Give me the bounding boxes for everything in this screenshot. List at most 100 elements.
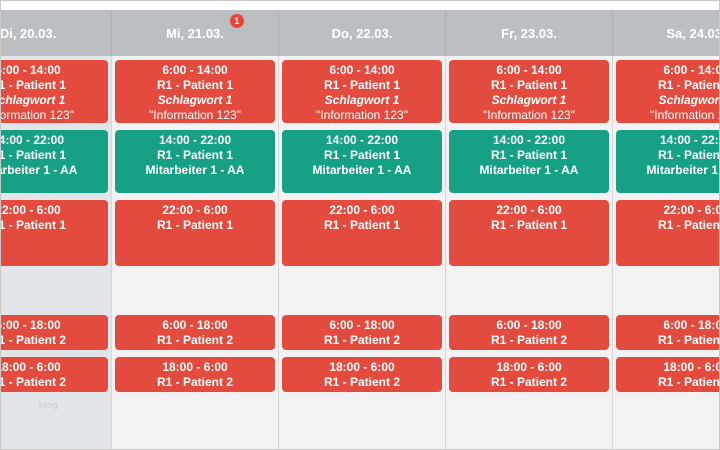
watermark-text: blog — [39, 400, 59, 410]
shift-keyword: Schlagwort 1 — [1, 93, 66, 107]
shift-info: "Information 123" — [316, 108, 408, 122]
notification-badge[interactable]: 1 — [229, 13, 244, 28]
shift-time: 6:00 - 14:00 — [162, 63, 228, 77]
shift-time: 14:00 - 22:00 — [325, 133, 399, 147]
shift-time: 18:00 - 6:00 — [0, 360, 61, 374]
shift-patient: R1 - Patient 1 — [156, 148, 234, 162]
shift-time: 6:00 - 18:00 — [496, 318, 562, 332]
day-header-label: Sa, 24.03. — [666, 25, 720, 41]
shift-time: 18:00 - 6:00 — [496, 360, 562, 374]
shift-patient: R1 - Patient 1 — [1, 78, 67, 92]
shift-patient: R1 - Patient 1 — [1, 148, 67, 162]
shift-time: 14:00 - 22:00 — [659, 133, 719, 147]
day-header-4[interactable]: Fr, 23.03. — [446, 10, 613, 56]
shift-time: 6:00 - 14:00 — [496, 63, 562, 77]
day-header-label: Do, 22.03. — [331, 25, 393, 41]
shift-patient: R1 - Patient 1 — [657, 218, 720, 232]
shift-patient: R1 - Patient 1 — [490, 148, 568, 162]
day-column-3[interactable] — [279, 56, 446, 449]
shift-patient: R1 - Patient 1 — [323, 148, 401, 162]
shift-patient: R1 - Patient 1 — [657, 78, 720, 92]
shift-info: "Information 123" — [650, 108, 719, 122]
shift-keyword: Schlagwort 1 — [157, 93, 233, 107]
day-column-2[interactable] — [112, 56, 279, 449]
shift-patient: R1 - Patient 2 — [156, 333, 234, 347]
shift-time: 14:00 - 22:00 — [1, 133, 65, 147]
shift-time: 22:00 - 6:00 — [663, 203, 719, 217]
shift-time: 6:00 - 14:00 — [329, 63, 395, 77]
day-header-label: Mi, 21.03. 1 — [166, 13, 244, 41]
shift-patient: R1 - Patient 1 — [156, 218, 234, 232]
shift-time: 6:00 - 14:00 — [0, 63, 61, 77]
shift-time: 22:00 - 6:00 — [496, 203, 562, 217]
day-header-label: Di, 20.03. — [0, 25, 57, 41]
shift-info: "Information 123" — [483, 108, 575, 122]
shift-time: 22:00 - 6:00 — [329, 203, 395, 217]
shift-staff: Mitarbeiter 1 - AA — [145, 163, 245, 177]
day-header-2[interactable]: Mi, 21.03. 1 — [112, 10, 279, 56]
shift-patient: R1 - Patient 1 — [490, 218, 568, 232]
shift-info: "Information 123" — [149, 108, 241, 122]
shift-time: 14:00 - 22:00 — [492, 133, 566, 147]
shift-patient: R1 - Patient 1 — [1, 218, 67, 232]
day-header-1[interactable]: Di, 20.03. — [0, 10, 112, 56]
top-strip — [1, 1, 719, 10]
shift-patient: R1 - Patient 2 — [1, 375, 67, 389]
shift-staff: Mitarbeiter 1 - AA — [646, 163, 719, 177]
shift-keyword: Schlagwort 1 — [491, 93, 567, 107]
shift-patient: R1 - Patient 2 — [323, 333, 401, 347]
shift-time: 6:00 - 14:00 — [663, 63, 719, 77]
shift-keyword: Schlagwort 1 — [658, 93, 720, 107]
shift-patient: R1 - Patient 2 — [1, 333, 67, 347]
day-header-row: Di, 20.03. Mi, 21.03. 1 Do, 22.03. Fr, 23.03… — [1, 10, 719, 56]
shift-patient: R1 - Patient 1 — [156, 78, 234, 92]
shift-time: 6:00 - 18:00 — [329, 318, 395, 332]
shift-time: 18:00 - 6:00 — [329, 360, 395, 374]
shift-time: 22:00 - 6:00 — [162, 203, 228, 217]
shift-time: 6:00 - 18:00 — [162, 318, 228, 332]
shift-time: 18:00 - 6:00 — [663, 360, 719, 374]
shift-keyword: Schlagwort 1 — [324, 93, 400, 107]
shift-time: 6:00 - 18:00 — [0, 318, 61, 332]
day-header-3[interactable]: Do, 22.03. — [279, 10, 446, 56]
shift-staff: Mitarbeiter 1 - AA — [479, 163, 579, 177]
shift-patient: R1 - Patient 2 — [490, 375, 568, 389]
shift-patient: R1 - Patient 2 — [156, 375, 234, 389]
shift-patient: R1 - Patient 1 — [490, 78, 568, 92]
shift-time: 22:00 - 6:00 — [0, 203, 61, 217]
day-header-5[interactable]: Sa, 24.03. — [613, 10, 720, 56]
shift-time: 18:00 - 6:00 — [162, 360, 228, 374]
shift-patient: R1 - Patient 1 — [323, 218, 401, 232]
shift-patient: R1 - Patient 2 — [657, 333, 720, 347]
day-column-4[interactable] — [446, 56, 613, 449]
shift-staff: Mitarbeiter 1 - AA — [312, 163, 412, 177]
shift-patient: R1 - Patient 2 — [323, 375, 401, 389]
shift-patient: R1 - Patient 2 — [490, 333, 568, 347]
